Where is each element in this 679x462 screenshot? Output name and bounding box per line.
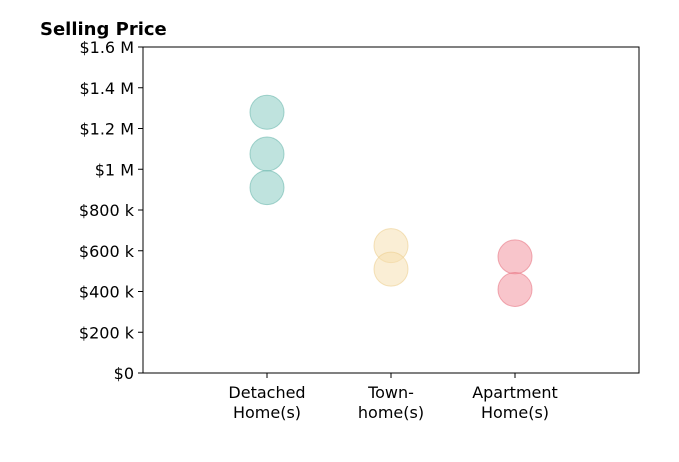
y-tick-label: $800 k <box>79 201 135 220</box>
x-tick-label: Town-home(s) <box>358 383 424 422</box>
data-point <box>497 271 533 307</box>
y-tick-label: $1.6 M <box>79 38 134 57</box>
data-point <box>249 170 285 206</box>
y-tick-label: $0 <box>114 364 134 383</box>
x-axis: Detached Home(s) Town-home(s) Apartment Home… <box>228 373 558 422</box>
x-tick-label: Apartment Home(s) <box>472 383 558 422</box>
data-point <box>249 136 285 172</box>
data-point <box>497 239 533 275</box>
chart-title: Selling Price <box>40 19 167 40</box>
data-points <box>249 94 533 307</box>
y-tick-label: $1.2 M <box>79 120 134 139</box>
data-point <box>249 94 285 130</box>
plot-area-frame <box>142 46 640 374</box>
x-tick-label: Detached Home(s) <box>228 383 305 422</box>
y-tick-label: $600 k <box>79 242 135 261</box>
y-tick-label: $1.4 M <box>79 79 134 98</box>
y-tick-label: $400 k <box>79 283 135 302</box>
y-tick-label: $1 M <box>95 160 134 179</box>
data-point <box>373 251 409 287</box>
y-tick-label: $200 k <box>79 323 135 342</box>
y-axis: $0 $200 k $400 k $600 k $800 k $1 M $1.2 M $1.4… <box>79 38 143 383</box>
